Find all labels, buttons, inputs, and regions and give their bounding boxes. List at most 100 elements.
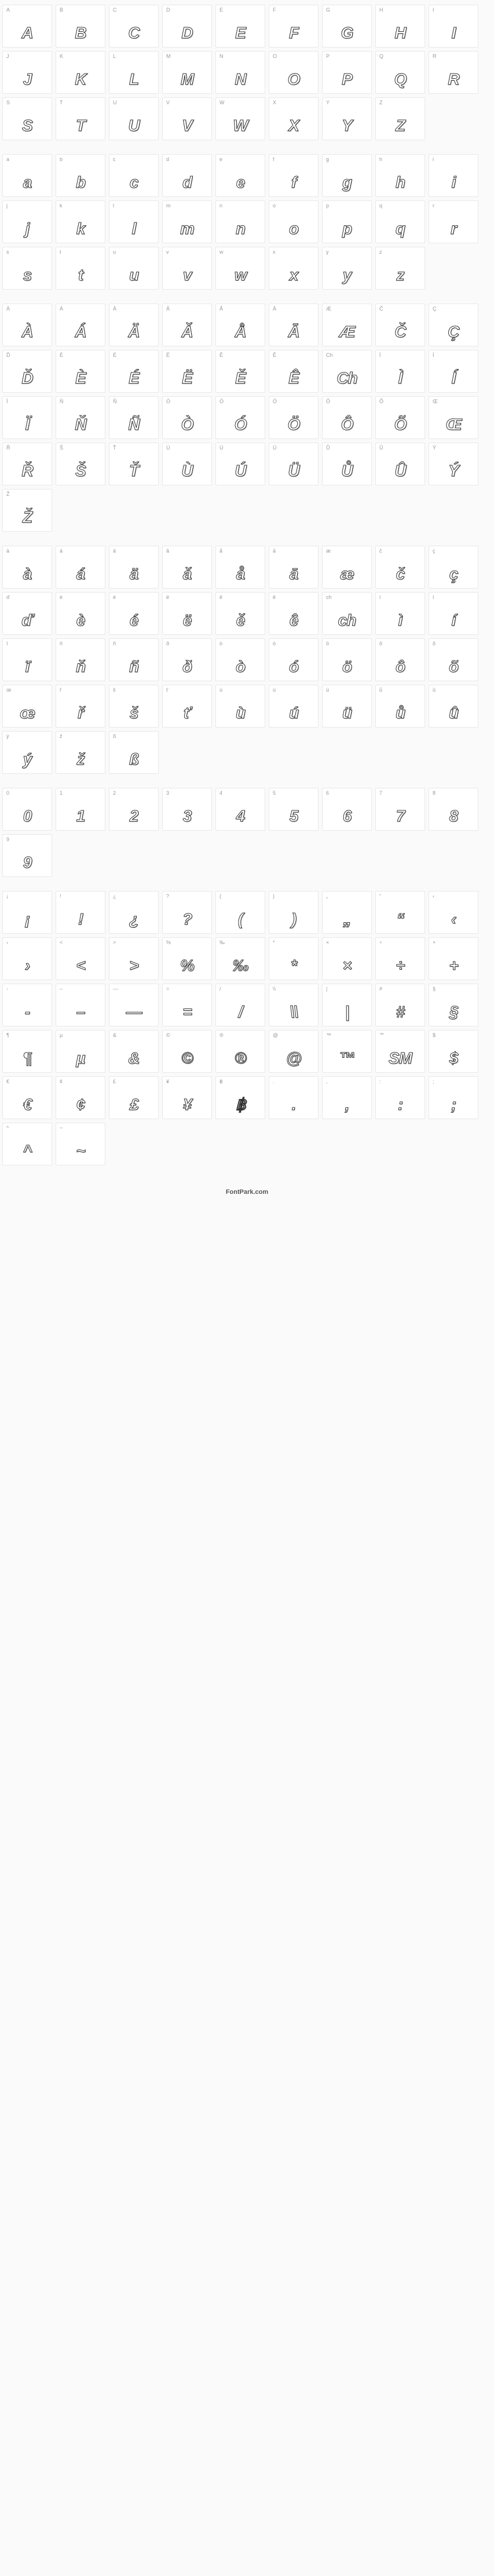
glyph-label: Ä: [113, 306, 155, 312]
glyph-cell: ÝÝ: [429, 443, 478, 485]
glyph-cell: ss: [2, 247, 52, 290]
glyph-preview: ď: [3, 611, 52, 630]
glyph-grid: 00112233445566778899: [2, 788, 492, 877]
glyph-label: i: [433, 157, 474, 162]
glyph-cell: ™™: [322, 1030, 372, 1073]
glyph-preview: I: [429, 24, 478, 42]
glyph-preview: s: [3, 266, 52, 284]
glyph-cell: ÚÚ: [215, 443, 265, 485]
glyph-label: p: [326, 203, 368, 209]
glyph-cell: 99: [2, 834, 52, 877]
glyph-preview: O: [269, 70, 318, 89]
glyph-cell: <<: [56, 937, 105, 980]
glyph-cell: cc: [109, 154, 159, 197]
glyph-label: „: [326, 894, 368, 899]
glyph-label: í: [433, 595, 474, 600]
glyph-preview: /: [216, 1003, 265, 1021]
glyph-preview: >: [109, 956, 158, 975]
glyph-preview: j: [3, 220, 52, 238]
glyph-preview: y: [323, 266, 371, 284]
glyph-cell: ++: [429, 937, 478, 980]
glyph-label: µ: [60, 1033, 101, 1038]
glyph-label: ř: [60, 688, 101, 693]
glyph-label: ©: [166, 1033, 208, 1038]
glyph-cell: 77: [375, 788, 425, 831]
glyph-preview: ï: [3, 657, 52, 676]
glyph-preview: Û: [376, 462, 425, 480]
glyph-cell: àà: [2, 546, 52, 589]
glyph-label: Ů: [326, 445, 368, 451]
glyph-label: o: [273, 203, 314, 209]
glyph-label: 0: [6, 791, 48, 796]
glyph-label: I: [433, 8, 474, 13]
glyph-label: ß: [113, 734, 155, 739]
glyph-cell: ŤŤ: [109, 443, 159, 485]
glyph-cell: HH: [375, 5, 425, 47]
glyph-preview: V: [163, 116, 211, 135]
glyph-cell: ǎǎ: [162, 546, 212, 589]
glyph-label: W: [219, 100, 261, 105]
glyph-preview: Ť: [109, 462, 158, 480]
glyph-preview: —: [109, 1003, 158, 1021]
glyph-cell: UU: [109, 97, 159, 140]
glyph-preview: -: [3, 1003, 52, 1021]
glyph-preview: @: [269, 1049, 318, 1068]
glyph-preview: Ě: [216, 369, 265, 388]
glyph-cell: @@: [269, 1030, 319, 1073]
glyph-cell: ®®: [215, 1030, 265, 1073]
glyph-label: ú: [273, 688, 314, 693]
glyph-label: è: [60, 595, 101, 600]
glyph-cell: FF: [269, 5, 319, 47]
glyph-cell: ℠SM: [375, 1030, 425, 1073]
glyph-label: Ò: [166, 399, 208, 404]
glyph-label: 2: [113, 791, 155, 796]
glyph-preview: ™: [323, 1049, 371, 1068]
glyph-cell: ïï: [2, 638, 52, 681]
glyph-preview: Œ: [429, 415, 478, 434]
glyph-preview: T: [56, 116, 105, 135]
glyph-preview: ¿: [109, 910, 158, 929]
glyph-preview: K: [56, 70, 105, 89]
glyph-label: £: [113, 1079, 155, 1084]
glyph-cell: RR: [429, 51, 478, 94]
glyph-preview: ë: [163, 611, 211, 630]
glyph-label: õ: [433, 641, 474, 646]
glyph-preview: ç: [429, 565, 478, 583]
glyph-preview: Ä: [109, 323, 158, 341]
glyph-label: 8: [433, 791, 474, 796]
glyph-label: P: [326, 54, 368, 59]
glyph-preview: Ů: [323, 462, 371, 480]
glyph-cell: ??: [162, 891, 212, 934]
glyph-preview: ñ: [109, 657, 158, 676]
glyph-preview: E: [216, 24, 265, 42]
glyph-label: ;: [433, 1079, 474, 1084]
glyph-label: m: [166, 203, 208, 209]
glyph-preview: a: [3, 173, 52, 192]
glyph-preview: ó: [269, 657, 318, 676]
glyph-label: ฿: [219, 1079, 261, 1084]
glyph-preview: ě: [216, 611, 265, 630]
glyph-label: 3: [166, 791, 208, 796]
glyph-cell: éé: [109, 592, 159, 635]
glyph-label: ¥: [166, 1079, 208, 1084]
glyph-preview: é: [109, 611, 158, 630]
glyph-preview: ǎ: [163, 565, 211, 583]
glyph-preview: N: [216, 70, 265, 89]
glyph-preview: Y: [323, 116, 371, 135]
glyph-cell: hh: [375, 154, 425, 197]
glyph-preview: Ü: [269, 462, 318, 480]
glyph-preview: ~: [56, 1142, 105, 1160]
glyph-cell: ää: [109, 546, 159, 589]
glyph-label: ®: [219, 1033, 261, 1038]
glyph-cell: çç: [429, 546, 478, 589]
glyph-label: ñ: [113, 641, 155, 646]
glyph-cell: ::: [375, 1076, 425, 1119]
glyph-preview: í: [429, 611, 478, 630]
glyph-cell: ¿¿: [109, 891, 159, 934]
glyph-label: Û: [379, 445, 421, 451]
glyph-label: v: [166, 250, 208, 255]
glyph-preview: ň: [56, 657, 105, 676]
glyph-cell: 00: [2, 788, 52, 831]
glyph-cell: ðð: [162, 638, 212, 681]
glyph-preview: v: [163, 266, 211, 284]
